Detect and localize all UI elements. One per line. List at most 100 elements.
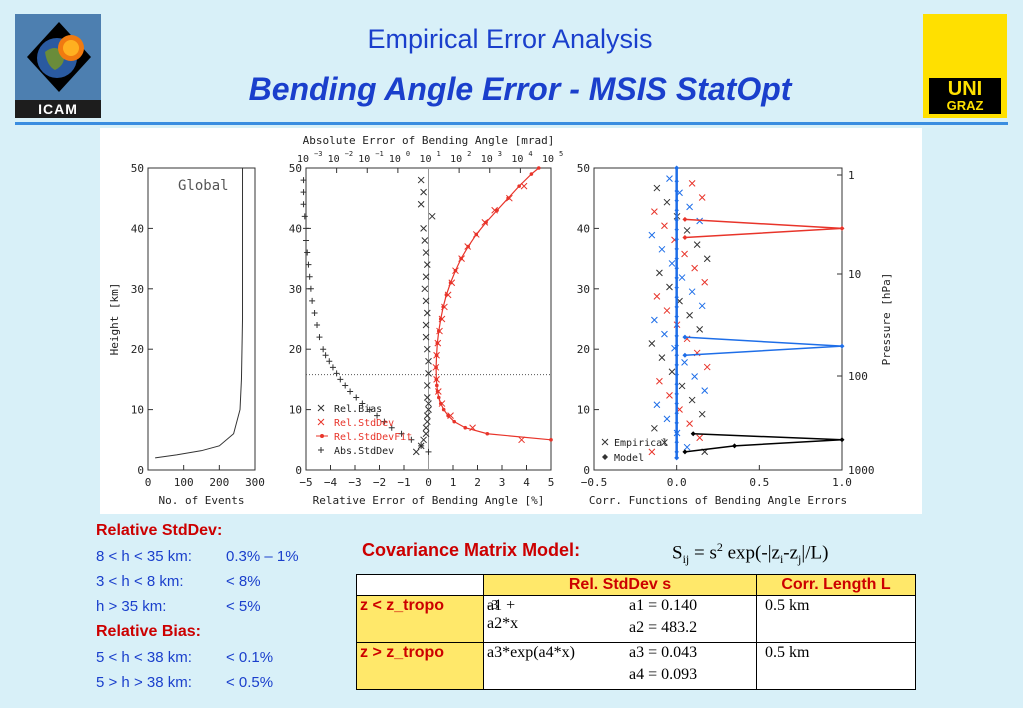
- y-axis-label-right: Pressure [hPa]: [880, 273, 893, 366]
- rel-bias-point: [422, 333, 430, 341]
- rel-bias-point: [422, 430, 430, 438]
- table-row: z > z_tropo a3*exp(a4*x) a3 = 0.043 a4 =…: [356, 642, 916, 690]
- x-top-tick-label: 10: [297, 154, 309, 165]
- x-axis-label: Corr. Functions of Bending Angle Errors: [589, 494, 847, 507]
- x-axis-label: No. of Events: [158, 494, 244, 507]
- x-top-tick-label: 10: [511, 154, 523, 165]
- note-range: 8 < h < 35 km:: [96, 548, 192, 565]
- globe-icon: [27, 22, 91, 92]
- abs-stddev-point: [303, 225, 309, 232]
- x-top-tick-exponent: −2: [345, 150, 353, 158]
- rel-bias-point: [421, 285, 429, 293]
- rel-bias-point: [423, 345, 431, 353]
- model-point: [674, 401, 679, 406]
- param-value: a4 = 0.093: [629, 666, 698, 683]
- y-tick-label: 0: [583, 464, 590, 477]
- y-tick-label: 50: [577, 162, 590, 175]
- legend-marker: [320, 434, 324, 438]
- formula-sup: 2: [716, 540, 723, 554]
- rel-stddev-point: [447, 412, 454, 419]
- empirical-point: [691, 373, 698, 380]
- x-top-tick-exponent: 2: [467, 150, 471, 158]
- uni-graz-line1: UNI: [947, 78, 983, 100]
- model-point: [690, 431, 696, 437]
- y-tick-label: 20: [577, 343, 590, 356]
- model-point: [674, 343, 679, 348]
- empirical-point: [661, 222, 668, 230]
- expr: a1 + a2*x -3: [487, 597, 518, 632]
- x-top-tick-exponent: 5: [559, 150, 563, 158]
- cell-content: a3*exp(a4*x) a3 = 0.043 a4 = 0.093: [487, 644, 747, 688]
- row-label: z > z_tropo: [356, 642, 484, 690]
- model-point: [674, 430, 679, 435]
- x-axis-label-top: Absolute Error of Bending Angle [mrad]: [303, 134, 555, 147]
- cell-content: a1 + a2*x -3 a1 = 0.140 a2 = 483.2: [487, 597, 747, 641]
- model-point: [674, 420, 679, 426]
- note-range: 3 < h < 8 km:: [96, 573, 184, 590]
- empirical-point: [651, 316, 658, 324]
- empirical-point: [658, 354, 666, 362]
- x-tick-label: −2: [373, 476, 386, 489]
- legend-label: Abs.StdDev: [334, 446, 394, 457]
- model-point: [674, 353, 679, 358]
- uni-graz-line2: GRAZ: [946, 98, 984, 113]
- model-point: [674, 362, 679, 368]
- formula-sub: i: [779, 552, 784, 567]
- abs-stddev-point: [307, 285, 314, 292]
- legend-marker: [317, 404, 325, 412]
- empirical-point: [691, 264, 698, 272]
- rel-stddev-fit-point: [436, 329, 441, 333]
- model-line: [684, 336, 843, 356]
- empirical-point: [698, 194, 706, 201]
- uni-graz-logo: UNI GRAZ: [923, 14, 1007, 118]
- abs-stddev-point: [333, 370, 340, 377]
- rel-stddev-fit-point: [444, 293, 449, 297]
- note-range: 5 < h < 38 km:: [96, 649, 192, 666]
- model-point: [682, 334, 688, 340]
- y-tick-label: 0: [295, 464, 302, 477]
- plot-frame: [593, 167, 843, 471]
- rel-stddev-fit-point: [529, 172, 534, 176]
- rel-bias-heading: Relative Bias:: [96, 623, 201, 640]
- rel-bias-point: [417, 442, 425, 450]
- model-point: [674, 372, 679, 377]
- model-point: [674, 188, 679, 194]
- formula-part: -z: [783, 542, 799, 564]
- icam-logo-label: ICAM: [15, 100, 101, 118]
- rel-stddev-fit-point: [434, 365, 438, 370]
- corr-length-value: 0.5 km: [756, 595, 916, 643]
- covariance-title: Covariance Matrix Model:: [362, 540, 581, 560]
- abs-stddev-point: [300, 189, 307, 196]
- model-point: [682, 234, 688, 240]
- empirical-point: [656, 377, 663, 385]
- y-tick-label: 20: [131, 343, 144, 356]
- y-axis-label: Height [km]: [108, 283, 121, 356]
- rel-bias-point: [420, 188, 427, 196]
- rel-bias-point: [423, 382, 431, 389]
- row-expression-cell: a3*exp(a4*x) a3 = 0.043 a4 = 0.093: [483, 642, 757, 690]
- rel-stddev-fit-point: [441, 407, 446, 412]
- y-right-tick-label: 100: [848, 370, 868, 383]
- x-tick-label: 100: [174, 476, 194, 489]
- note-range: h > 35 km:: [96, 598, 167, 615]
- rel-stddev-fit-point: [495, 208, 499, 213]
- covariance-table: Rel. StdDev s Corr. Length L z < z_tropo…: [356, 574, 916, 690]
- abs-stddev-point: [366, 406, 373, 413]
- rel-bias-point: [422, 249, 430, 256]
- model-point: [682, 216, 688, 222]
- empirical-point: [693, 241, 701, 248]
- empirical-point: [648, 448, 656, 456]
- empirical-point: [701, 387, 709, 394]
- abs-stddev-point: [398, 430, 405, 437]
- model-point: [682, 449, 688, 455]
- rel-bias-point: [417, 200, 425, 208]
- empirical-point: [698, 410, 706, 418]
- abs-stddev-point: [303, 237, 309, 244]
- model-point: [674, 411, 679, 416]
- abs-stddev-point: [359, 400, 366, 407]
- empirical-point: [661, 330, 668, 338]
- empirical-point: [678, 382, 686, 390]
- abs-stddev-point: [306, 273, 313, 280]
- y-tick-label: 30: [289, 283, 302, 296]
- rel-stddev-fit-point: [446, 413, 450, 418]
